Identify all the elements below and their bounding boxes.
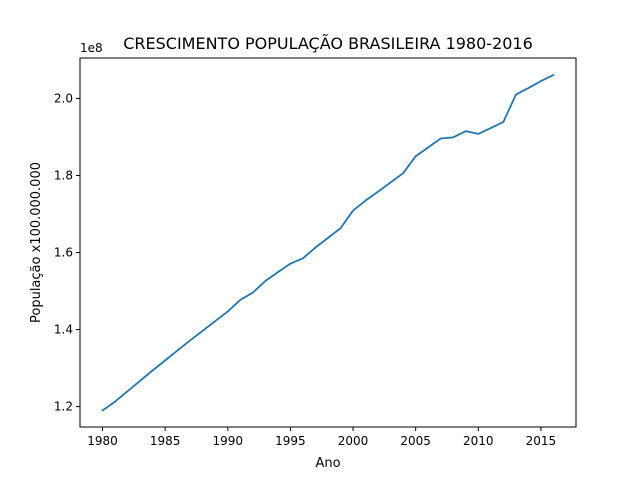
x-axis-ticks: 1980 1985 1990 1995 2000 2005 2010 2015: [87, 427, 556, 448]
x-tick-label: 1995: [275, 434, 306, 448]
y-axis-offset-text: 1e8: [80, 41, 103, 55]
x-tick-label: 1990: [213, 434, 244, 448]
y-tick-label: 1.6: [54, 246, 73, 260]
x-tick-label: 1980: [87, 434, 118, 448]
x-axis-label: Ano: [315, 456, 340, 471]
series-layer: [101, 74, 555, 412]
y-axis-ticks: 1.2 1.4 1.6 1.8 2.0: [54, 91, 80, 414]
y-tick-label: 1.2: [54, 400, 73, 414]
x-tick-label: 2010: [463, 434, 494, 448]
y-tick-label: 2.0: [54, 91, 73, 105]
y-tick-label: 1.8: [54, 168, 73, 182]
x-tick-label: 2000: [338, 434, 369, 448]
x-tick-label: 2005: [400, 434, 431, 448]
y-axis-label: População x100.000.000: [29, 162, 44, 323]
x-tick-label: 2015: [526, 434, 557, 448]
y-tick-label: 1.4: [54, 323, 73, 337]
x-tick-label: 1985: [150, 434, 181, 448]
plot-area-frame: [79, 57, 577, 428]
series-line-0: [101, 74, 555, 412]
chart-title: CRESCIMENTO POPULAÇÃO BRASILEIRA 1980-20…: [123, 34, 533, 53]
